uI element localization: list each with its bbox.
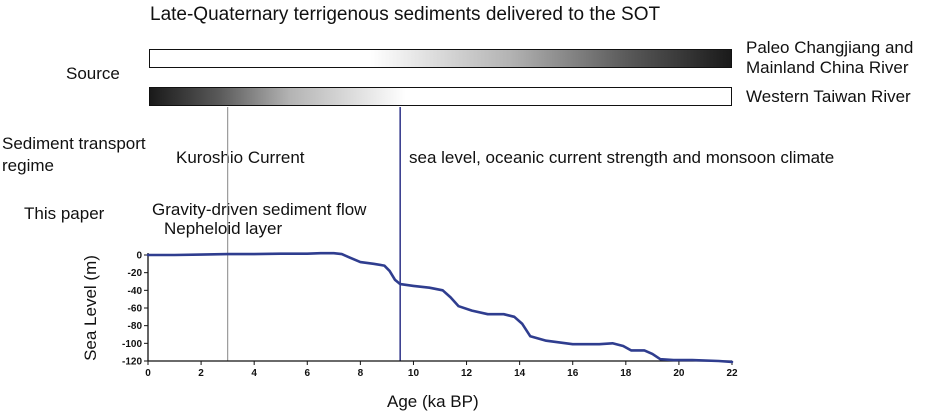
changjiang-gradient-bar (149, 49, 732, 68)
x-tick-label: 2 (198, 368, 204, 379)
changjiang-label-line2: Mainland China River (746, 57, 909, 77)
x-tick-label: 18 (620, 368, 632, 379)
x-tick-label: 22 (726, 368, 738, 379)
y-axis-label-wrap: Sea Level (m) (76, 248, 106, 368)
x-tick-label: 0 (145, 368, 151, 379)
x-tick-label: 14 (514, 368, 526, 379)
gravity-flow-text: Gravity-driven sediment flow (152, 200, 367, 219)
sea-level-curve (146, 251, 734, 364)
x-tick-label: 6 (304, 368, 310, 379)
transport-regime-line2: regime (2, 156, 54, 176)
y-tick-label: -60 (128, 304, 143, 315)
y-axis-label: Sea Level (m) (81, 255, 100, 361)
source-label: Source (66, 64, 120, 83)
y-tick-label: -20 (128, 268, 143, 279)
x-tick-label: 16 (567, 368, 579, 379)
y-tick-label: -80 (128, 321, 143, 332)
taiwan-label: Western Taiwan River (746, 87, 911, 106)
x-tick-label: 12 (461, 368, 473, 379)
changjiang-label: Paleo Changjiang and Mainland China Rive… (746, 38, 913, 77)
x-tick-label: 4 (251, 368, 257, 379)
figure-title: Late-Quaternary terrigenous sediments de… (150, 4, 661, 25)
x-tick-label: 8 (358, 368, 364, 379)
y-tick-label: -100 (122, 339, 142, 350)
x-tick-label: 20 (673, 368, 685, 379)
transport-regime-label: Sediment transport regime (2, 133, 146, 177)
x-axis-label: Age (ka BP) (387, 392, 479, 411)
this-paper-label: This paper (24, 204, 105, 223)
y-tick-label: -40 (128, 286, 143, 297)
changjiang-label-line1: Paleo Changjiang and (746, 38, 914, 57)
y-tick-label: 0 (136, 251, 142, 262)
sea-level-climate-text: sea level, oceanic current strength and … (409, 148, 835, 167)
nepheloid-layer-text: Nepheloid layer (164, 219, 283, 238)
taiwan-gradient-bar (149, 87, 732, 106)
kuroshio-current-text: Kuroshio Current (176, 148, 305, 167)
x-tick-label: 10 (408, 368, 420, 379)
y-tick-label: -120 (122, 357, 142, 368)
transport-regime-line1: Sediment transport (2, 134, 146, 153)
